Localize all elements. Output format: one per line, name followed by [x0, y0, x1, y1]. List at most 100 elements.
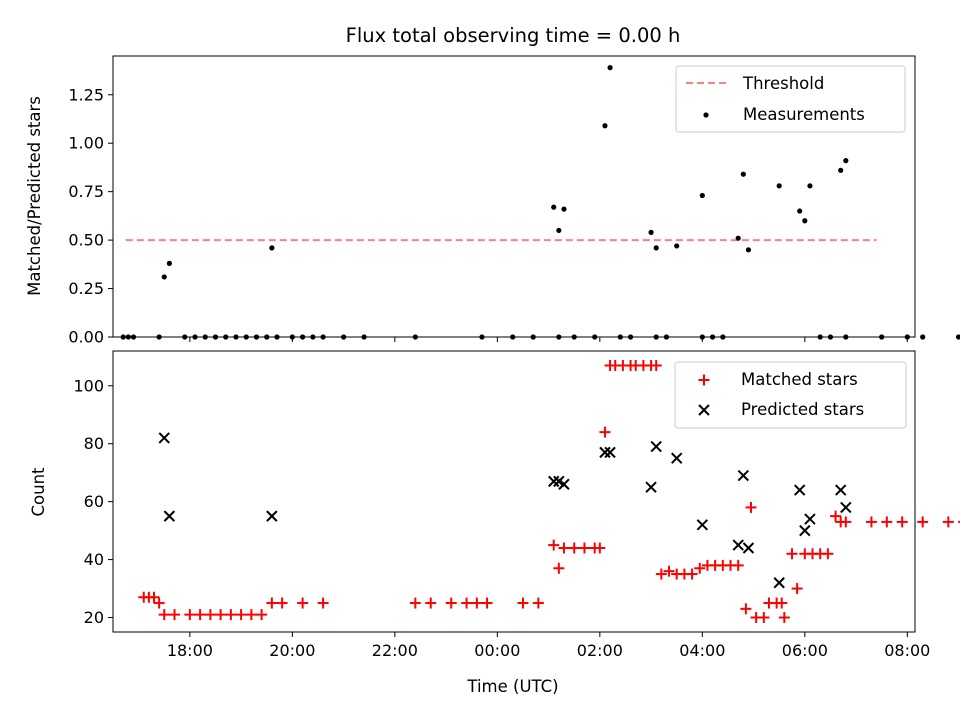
predicted-star-point-b	[599, 446, 611, 459]
predicted-star-point-b	[840, 501, 852, 514]
matched-star-point	[158, 609, 170, 621]
measurement-point	[776, 183, 782, 189]
matched-star-point	[881, 516, 893, 528]
bottom-x-tick-label: 02:00	[577, 641, 623, 660]
measurement-point	[166, 260, 172, 266]
measurement-point	[740, 171, 746, 177]
matched-star-point	[694, 562, 706, 574]
matched-star-point	[461, 597, 473, 609]
matched-star-point	[297, 597, 309, 609]
matched-star-point	[822, 548, 834, 560]
matched-star-point	[568, 542, 580, 554]
predicted-star-point	[604, 446, 616, 459]
predicted-star-point-b	[804, 513, 816, 525]
predicted-star-point-b	[266, 510, 278, 522]
predicted-star-point-b	[737, 469, 750, 482]
bottom-x-tick-label: 00:00	[474, 641, 520, 660]
matched-star-point	[740, 603, 752, 615]
predicted-star-point	[558, 478, 570, 490]
matched-star-point	[266, 597, 278, 609]
bottom-x-tick-label: 04:00	[679, 641, 725, 660]
matched-star-point	[917, 516, 929, 528]
predicted-star-point-b	[732, 539, 744, 551]
matched-star-point	[791, 583, 803, 595]
predicted-star-point-b	[158, 432, 170, 444]
measurement-point	[556, 227, 562, 234]
bottom-y-axis-label: Count	[29, 467, 48, 517]
matched-star-point	[317, 597, 329, 609]
measurement-point	[648, 229, 654, 235]
bottom-plot-frame	[112, 350, 916, 633]
matched-star-point	[663, 565, 675, 577]
bottom-y-tick-label: 100	[73, 376, 104, 395]
measurement-point	[561, 206, 567, 212]
matched-star-point	[425, 597, 437, 609]
matched-star-point	[896, 516, 908, 528]
top-panel: Flux total observing time = 0.00 h Match…	[25, 24, 960, 347]
bottom-panel: Count Time (UTC) 20 40 60 80 100 18:00 20:00 22…	[29, 350, 960, 696]
bottom-x-tick-label: 22:00	[372, 641, 418, 660]
predicted-star-point-b	[696, 519, 709, 531]
matched-star-point	[553, 562, 565, 574]
matched-star-point	[776, 597, 788, 609]
matched-star-point	[778, 612, 790, 624]
bottom-y-tick-label: 60	[84, 492, 104, 511]
matched-star-point	[471, 597, 483, 609]
predicted-star-point-b	[604, 446, 616, 459]
legend-threshold-label: Threshold	[742, 74, 824, 93]
matched-star-point	[732, 559, 744, 571]
matched-star-point	[153, 597, 165, 609]
matched-star-point	[409, 597, 421, 609]
matched-star-point	[276, 597, 288, 609]
top-y-tick-label: 1.25	[68, 85, 104, 104]
predicted-star-point	[737, 469, 750, 482]
predicted-star-point	[158, 432, 170, 444]
matched-star-point	[942, 516, 954, 528]
matched-star-point	[840, 516, 852, 528]
legend-matched-label: Matched stars	[741, 370, 858, 389]
matched-star-point	[225, 609, 237, 621]
top-chart-title: Flux total observing time = 0.00 h	[346, 24, 681, 47]
matched-star-point	[168, 609, 180, 621]
predicted-star-point-b	[793, 484, 806, 496]
predicted-star-point-b	[645, 481, 657, 493]
predicted-star-point	[773, 577, 785, 589]
legend-measurements-swatch	[703, 112, 709, 118]
predicted-star-point	[650, 440, 662, 453]
matched-star-point	[578, 542, 590, 554]
legend-predicted-swatch	[698, 404, 710, 416]
matched-star-point	[865, 516, 877, 528]
matched-star-point	[655, 568, 667, 580]
measurement-point	[551, 204, 557, 210]
matched-star-point	[745, 501, 757, 513]
predicted-star-point	[732, 539, 744, 551]
matched-star-point	[532, 597, 544, 609]
top-y-tick-label: 0.00	[68, 328, 104, 347]
predicted-star-point	[645, 481, 657, 493]
top-y-tick-label: 0.25	[68, 279, 104, 298]
matched-star-point	[204, 609, 216, 621]
measurement-point	[838, 167, 844, 173]
measurement-point	[269, 245, 275, 251]
predicted-star-point-b	[742, 542, 755, 554]
x-axis-label: Time (UTC)	[466, 677, 558, 696]
measurement-point	[920, 334, 926, 340]
predicted-star-point-b	[773, 577, 785, 589]
matched-star-point	[256, 609, 268, 621]
bottom-plot-area: 20 40 60 80 100 18:00 20:00 22:00 00:00 02:00 04:0…	[73, 350, 960, 660]
measurement-point	[843, 158, 849, 164]
predicted-star-point	[742, 542, 755, 554]
predicted-star-point	[670, 452, 683, 464]
predicted-star-point	[793, 484, 806, 496]
measurement-point	[807, 183, 813, 189]
matched-star-point	[599, 426, 611, 438]
predicted-star-point-b	[553, 475, 565, 488]
matched-star-point	[235, 609, 247, 621]
matched-star-point	[215, 609, 227, 621]
top-legend: Threshold Measurements	[675, 65, 906, 133]
matched-star-point	[786, 548, 798, 560]
bottom-x-tick-label: 18:00	[167, 641, 213, 660]
matched-star-point	[148, 591, 160, 603]
legend-predicted-swatch-b	[698, 404, 710, 416]
matched-star-point	[194, 609, 206, 621]
